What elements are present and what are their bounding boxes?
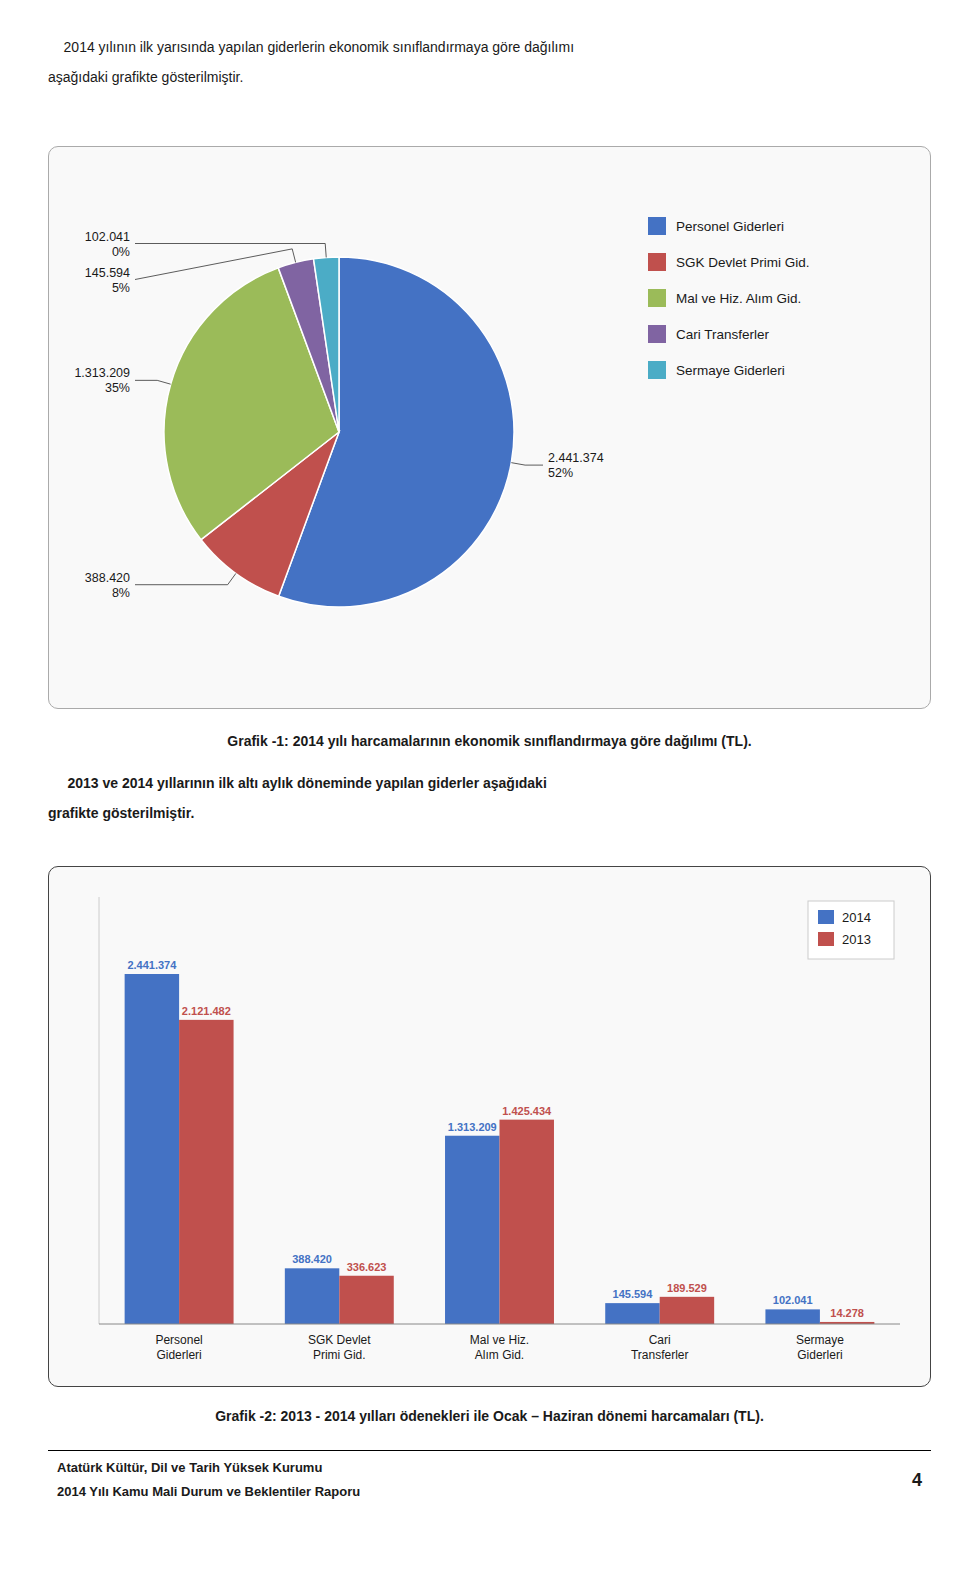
leader-line	[135, 249, 296, 280]
bar-chart: 2.441.374 388.420 1.313.209 145.594 102.041 2…	[49, 867, 930, 1386]
pie-labels: 102.0410% 145.5945% 1.313.20935% 388.4208% 2…	[74, 230, 603, 600]
legend-label: 2014	[842, 910, 871, 925]
data-label: 145.594	[85, 266, 130, 280]
leader-line	[511, 463, 543, 465]
pie-caption: Grafik -1: 2014 yılı harcamalarının ekon…	[48, 709, 931, 773]
x-tick-label: SermayeGiderleri	[796, 1333, 844, 1362]
footer-line: Atatürk Kültür, Dil ve Tarih Yüksek Kuru…	[57, 1460, 322, 1475]
bar	[339, 1276, 393, 1324]
x-tick-label-line: Primi Gid.	[313, 1348, 366, 1362]
percent-label: 8%	[112, 586, 130, 600]
data-label: 14.278	[830, 1307, 864, 1319]
footer-rule	[48, 1450, 931, 1451]
x-axis-line	[99, 1324, 900, 1325]
x-tick-label: SGK DevletPrimi Gid.	[308, 1333, 371, 1362]
legend: Personel Giderleri SGK Devlet Primi Gid. M…	[648, 217, 810, 379]
data-label: 1.425.434	[502, 1105, 552, 1117]
legend-label: Personel Giderleri	[676, 219, 784, 234]
data-label: 336.623	[347, 1261, 387, 1273]
x-tick-label: Mal ve Hiz.Alım Gid.	[470, 1333, 529, 1362]
chart-title: Grafik -2: 2013 - 2014 yılları ödenekler…	[215, 1408, 764, 1424]
footer: Atatürk Kültür, Dil ve Tarih Yüksek Kuru…	[48, 1444, 931, 1522]
x-tick-label-line: Personel	[155, 1333, 202, 1347]
bar-caption: Grafik -2: 2013 - 2014 yılları ödenekler…	[48, 1387, 931, 1444]
data-label: 102.041	[773, 1294, 813, 1306]
legend-swatch	[648, 361, 666, 379]
x-tick-label-line: Giderleri	[797, 1348, 842, 1362]
bar	[765, 1309, 819, 1324]
chart-title: Grafik -1: 2014 yılı harcamalarının ekon…	[227, 733, 751, 749]
bar-panel: 2.441.374 388.420 1.313.209 145.594 102.041 2…	[48, 866, 931, 1387]
percent-label: 5%	[112, 281, 130, 295]
percent-label: 52%	[548, 466, 573, 480]
x-tick-labels: PersonelGiderleriSGK DevletPrimi Gid.Mal…	[155, 1333, 844, 1362]
lead-line: grafikte gösterilmiştir.	[48, 805, 194, 821]
pie-panel: 102.0410% 145.5945% 1.313.20935% 388.4208% 2…	[48, 146, 931, 709]
legend-swatch	[648, 217, 666, 235]
data-label: 1.313.209	[74, 366, 130, 380]
data-label: 145.594	[613, 1288, 654, 1300]
leader-line	[135, 380, 171, 384]
x-tick-label-line: Sermaye	[796, 1333, 844, 1347]
data-label: 388.420	[85, 571, 130, 585]
legend-label: SGK Devlet Primi Gid.	[676, 255, 810, 270]
data-label: 2.441.374	[127, 959, 177, 971]
y-axis-line	[99, 897, 100, 1324]
intro-line: aşağıdaki grafikte gösterilmiştir.	[48, 69, 243, 85]
x-tick-label: CariTransferler	[631, 1333, 689, 1362]
bar	[285, 1268, 339, 1324]
x-tick-label-line: Mal ve Hiz.	[470, 1333, 529, 1347]
legend: 2014 2013	[808, 901, 894, 959]
data-label: 189.529	[667, 1282, 707, 1294]
data-label: 2.441.374	[548, 451, 604, 465]
legend-label: Mal ve Hiz. Alım Gid.	[676, 291, 801, 306]
legend-swatch	[648, 289, 666, 307]
bar	[660, 1297, 714, 1324]
legend-label: Sermaye Giderleri	[676, 363, 785, 378]
bar	[445, 1136, 499, 1324]
bar	[179, 1020, 233, 1324]
legend-swatch	[648, 325, 666, 343]
legend-swatch	[818, 932, 834, 946]
leader-line	[135, 573, 236, 584]
bar	[605, 1303, 659, 1324]
x-tick-label-line: Giderleri	[156, 1348, 201, 1362]
x-tick-label-line: Transferler	[631, 1348, 689, 1362]
data-labels: 2.441.374 388.420 1.313.209 145.594 102.041 2…	[127, 959, 864, 1319]
legend-label: Cari Transferler	[676, 327, 770, 342]
legend-swatch	[818, 910, 834, 924]
intro-text: 2014 yılının ilk yarısında yapılan gider…	[48, 39, 931, 146]
x-tick-label: PersonelGiderleri	[155, 1333, 202, 1362]
pie-slices	[164, 257, 514, 607]
data-label: 102.041	[85, 230, 130, 244]
x-tick-label-line: Cari	[649, 1333, 671, 1347]
intro-line: 2014 yılının ilk yarısında yapılan gider…	[48, 39, 574, 55]
x-tick-label-line: SGK Devlet	[308, 1333, 371, 1347]
legend-label: 2013	[842, 932, 871, 947]
percent-label: 0%	[112, 245, 130, 259]
legend-swatch	[648, 253, 666, 271]
legend-frame	[808, 901, 894, 959]
data-label: 388.420	[292, 1253, 332, 1265]
pie-chart: 102.0410% 145.5945% 1.313.20935% 388.4208% 2…	[49, 147, 930, 708]
bar	[500, 1120, 554, 1324]
x-tick-label-line: Alım Gid.	[475, 1348, 524, 1362]
percent-label: 35%	[105, 381, 130, 395]
data-label: 2.121.482	[182, 1005, 231, 1017]
pie-slice	[314, 257, 339, 432]
bars	[125, 974, 875, 1324]
lead-line: 2013 ve 2014 yıllarının ilk altı aylık d…	[48, 775, 547, 791]
lead-text: 2013 ve 2014 yıllarının ilk altı aylık d…	[48, 773, 931, 866]
bar	[125, 974, 179, 1324]
leader-line	[135, 244, 326, 258]
page-number: 4	[912, 1470, 922, 1491]
data-label: 1.313.209	[448, 1121, 497, 1133]
footer-line: 2014 Yılı Kamu Mali Durum ve Beklentiler…	[57, 1484, 360, 1499]
